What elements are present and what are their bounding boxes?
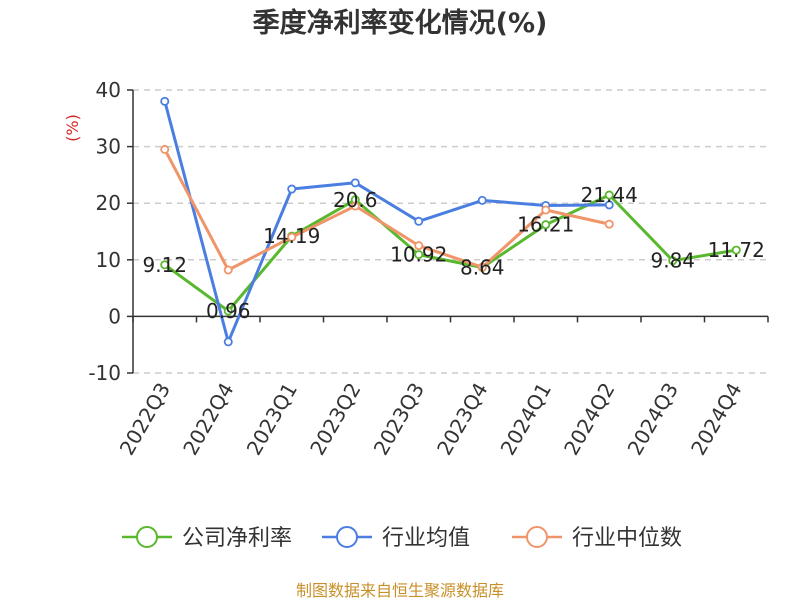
data-point[interactable] xyxy=(160,144,170,154)
legend-label[interactable]: 行业均值 xyxy=(382,526,470,551)
y-tick-label: 20 xyxy=(96,191,121,215)
data-point[interactable] xyxy=(160,260,170,270)
data-label: 14.19 xyxy=(263,224,320,248)
legend-label[interactable]: 行业中位数 xyxy=(572,526,682,551)
legend-label[interactable]: 公司净利率 xyxy=(182,526,292,551)
data-point[interactable] xyxy=(604,219,614,229)
data-point[interactable] xyxy=(223,306,233,316)
data-label: 10.92 xyxy=(390,243,447,267)
x-tick-label: 2023Q3 xyxy=(369,379,429,460)
data-label: 0.96 xyxy=(206,299,251,323)
data-point[interactable] xyxy=(541,220,551,230)
data-point[interactable] xyxy=(414,216,424,226)
data-point[interactable] xyxy=(477,195,487,205)
data-point[interactable] xyxy=(223,265,233,275)
series-line-2 xyxy=(163,148,610,272)
data-labels: 9.12 0.96 14.19 20.6 10.92 8.64 16.21 21.44 9.84… xyxy=(142,183,764,323)
data-point[interactable] xyxy=(477,262,487,272)
data-point[interactable] xyxy=(668,256,678,266)
series-line-0 xyxy=(163,193,737,313)
data-point[interactable] xyxy=(287,232,297,242)
chart-title: 季度净利率变化情况(%) xyxy=(253,7,548,39)
y-axis-label: (%) xyxy=(63,114,82,142)
source-note: 制图数据来自恒生聚源数据库 xyxy=(296,581,504,600)
data-point[interactable] xyxy=(414,241,424,251)
x-tick-label: 2024Q3 xyxy=(623,379,683,460)
y-tick-label: 0 xyxy=(108,304,121,328)
data-label: 21.44 xyxy=(581,183,638,207)
x-tick-label: 2024Q2 xyxy=(559,379,619,460)
data-point[interactable] xyxy=(287,184,297,194)
grid-lines xyxy=(133,89,768,374)
x-tick-label: 2022Q4 xyxy=(178,379,238,460)
x-tick-label: 2023Q2 xyxy=(305,379,365,460)
series-lines xyxy=(160,96,741,347)
data-point[interactable] xyxy=(350,201,360,211)
legend[interactable]: 公司净利率 行业均值 行业中位数 xyxy=(122,526,682,551)
y-tick-label: -10 xyxy=(88,361,121,385)
x-tick-label: 2023Q4 xyxy=(432,379,492,460)
x-tick-label: 2024Q4 xyxy=(686,379,746,460)
data-point[interactable] xyxy=(604,190,614,200)
legend-marker-1 xyxy=(336,526,358,548)
legend-marker-2 xyxy=(526,526,548,548)
data-label: 9.12 xyxy=(142,253,187,277)
data-point[interactable] xyxy=(223,337,233,347)
data-label: 16.21 xyxy=(517,213,574,237)
data-label: 8.64 xyxy=(460,255,505,279)
data-point[interactable] xyxy=(350,178,360,188)
x-tick-label: 2024Q1 xyxy=(496,379,556,460)
series-line-1 xyxy=(163,100,610,344)
data-point[interactable] xyxy=(541,205,551,215)
x-tick-label: 2022Q3 xyxy=(115,379,175,460)
y-tick-label: 40 xyxy=(96,78,121,102)
y-tick-label: 10 xyxy=(96,248,121,272)
data-point[interactable] xyxy=(604,200,614,210)
legend-marker-0 xyxy=(136,526,158,548)
data-point[interactable] xyxy=(414,250,424,260)
x-tick-label: 2023Q1 xyxy=(242,379,302,460)
data-label: 20.6 xyxy=(333,188,378,212)
data-label: 11.72 xyxy=(708,238,765,262)
y-tick-label: 30 xyxy=(96,135,121,159)
data-point[interactable] xyxy=(160,96,170,106)
data-label: 9.84 xyxy=(650,249,695,273)
data-point[interactable] xyxy=(731,245,741,255)
